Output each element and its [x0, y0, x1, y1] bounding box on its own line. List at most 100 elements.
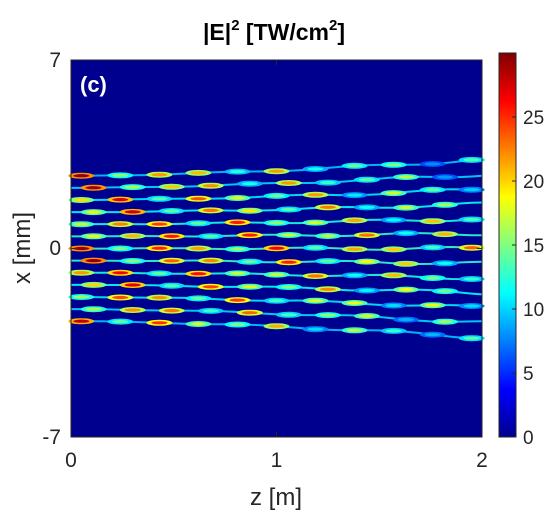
filament-hotspot — [398, 206, 414, 210]
filament-hotspot — [73, 246, 90, 251]
filament-hotspot — [241, 233, 258, 237]
filament-hotspot — [346, 301, 363, 305]
tick-marks — [70, 59, 483, 438]
filament-hotspot — [385, 273, 402, 277]
y-axis-label: x [mm] — [9, 212, 36, 284]
filament-hotspot — [437, 320, 453, 324]
filament-hotspot — [424, 303, 441, 307]
filament-hotspot — [319, 234, 336, 238]
colorbar-label-15: 15 — [523, 236, 544, 257]
filament-hotspot — [151, 222, 168, 226]
colorbar-label-20: 20 — [523, 172, 544, 193]
filament-hotspot — [268, 299, 285, 303]
filament-hotspot — [163, 185, 180, 189]
filament-hotspot — [307, 299, 324, 303]
x-tick-label-0: 0 — [65, 449, 77, 472]
filament-hotspot — [385, 329, 402, 333]
filament-hotspot — [124, 283, 141, 287]
y-tick-label-middle: 0 — [49, 237, 61, 260]
filament-hotspot — [346, 164, 363, 168]
filament-hotspot — [463, 277, 480, 281]
filament-hotspot — [307, 246, 324, 250]
filament-hotspot — [124, 308, 141, 312]
filament-hotspot — [463, 188, 480, 192]
filament-hotspot — [346, 247, 363, 251]
filament-hotspot — [112, 198, 129, 202]
filament-hotspot — [358, 314, 375, 318]
filament-layer — [68, 156, 485, 342]
filament-hotspot — [124, 259, 141, 263]
filament-hotspot — [268, 324, 285, 328]
filament-hotspot — [346, 218, 363, 222]
filament-hotspot — [463, 246, 480, 250]
filament-hotspot — [124, 185, 141, 189]
title-units: [TW/cm — [240, 19, 329, 45]
filament-hotspot — [358, 205, 375, 209]
filament-hotspot — [398, 288, 414, 292]
filament-hotspot — [463, 217, 480, 222]
filament-hotspot — [190, 221, 207, 225]
filament-hotspot — [268, 221, 285, 225]
colorbar-label-0: 0 — [523, 428, 534, 449]
filament-hotspot — [358, 260, 375, 264]
filament-hotspot — [280, 207, 297, 212]
filament-hotspot — [112, 320, 129, 324]
filament-hotspot — [112, 271, 129, 275]
filament-hotspot — [163, 209, 180, 213]
filament-hotspot — [385, 191, 402, 195]
filament-hotspot — [151, 173, 168, 177]
x-tick-label-2: 2 — [476, 449, 488, 472]
filament-hotspot — [241, 285, 258, 289]
filament-hotspot — [73, 174, 90, 178]
filament-hotspot — [190, 272, 207, 276]
filament-hotspot — [437, 289, 453, 293]
filament-hotspot — [151, 197, 168, 201]
filament-hotspot — [280, 260, 297, 264]
filament-hotspot — [124, 210, 141, 214]
filament-hotspot — [280, 285, 297, 289]
filament-hotspot — [229, 247, 246, 251]
filament-hotspot — [424, 188, 441, 192]
plot-area: (c) — [68, 59, 485, 438]
filament-hotspot — [385, 303, 402, 308]
filament-hotspot — [190, 322, 207, 326]
filament-hotspot — [73, 198, 90, 202]
filament-hotspot — [424, 245, 441, 249]
colorbar-label-25: 25 — [523, 108, 544, 129]
x-axis-label: z [m] — [250, 484, 302, 511]
filament-hotspot — [151, 321, 168, 325]
filament-hotspot — [73, 222, 90, 226]
filament-hotspot — [280, 313, 297, 317]
filament-hotspot — [358, 288, 375, 293]
filament-hotspot — [241, 209, 258, 213]
y-tick-label-bottom: -7 — [42, 426, 61, 449]
filament-hotspot — [319, 287, 336, 291]
filament-hotspot — [151, 271, 168, 276]
filament-hotspot — [190, 296, 207, 300]
colorbar-label-10: 10 — [523, 300, 544, 321]
filament-hotspot — [398, 231, 414, 235]
filament-hotspot — [229, 196, 246, 200]
filament-hotspot — [85, 210, 102, 214]
filament-hotspot — [280, 233, 297, 237]
filament-hotspot — [202, 259, 219, 263]
filament-hotspot — [112, 173, 129, 177]
filament-hotspot — [424, 276, 441, 280]
y-tick-label-top: 7 — [49, 49, 61, 72]
filament-hotspot — [385, 247, 402, 251]
filament-hotspot — [85, 307, 102, 311]
filament-hotspot — [85, 283, 102, 287]
filament-hotspot — [307, 327, 324, 331]
filament-hotspot — [163, 234, 180, 238]
x-tick-labels: 0 1 2 — [65, 449, 488, 472]
filament-hotspot — [398, 175, 414, 179]
title-superscript: 2 — [231, 17, 239, 34]
filament-hotspot — [229, 170, 246, 174]
filament-hotspot — [190, 197, 207, 201]
colorbar: 0 5 10 15 20 25 — [498, 52, 544, 449]
filament-hotspot — [358, 178, 375, 182]
filament-hotspot — [73, 295, 90, 299]
filament-hotspot — [268, 194, 285, 198]
filament-hotspot — [385, 163, 402, 167]
y-tick-labels: 7 0 -7 — [42, 49, 61, 449]
